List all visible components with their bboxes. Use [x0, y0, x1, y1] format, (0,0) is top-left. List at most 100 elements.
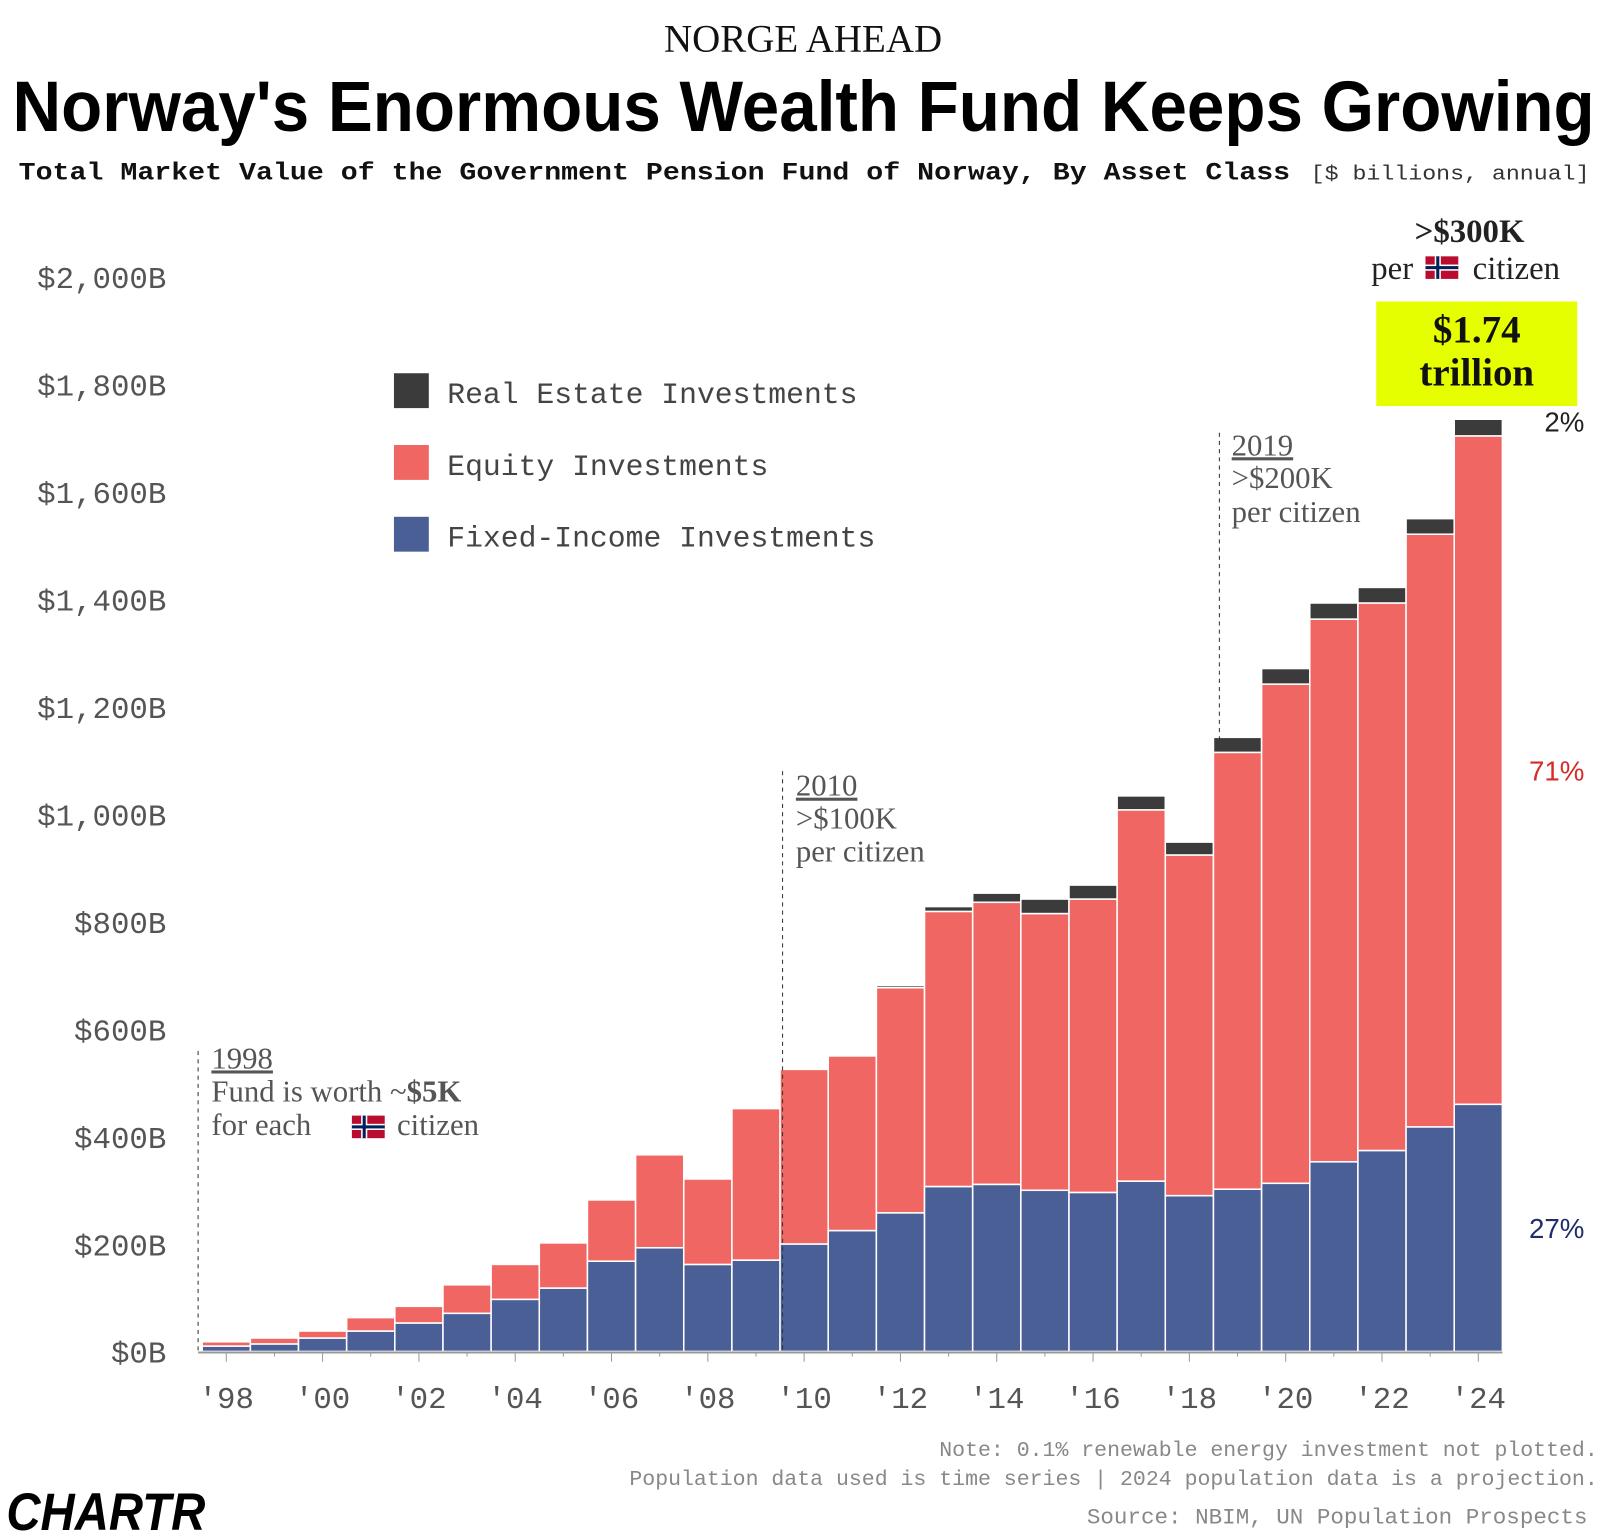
annotation-2019: 2019 >$200K per citizen [1218, 428, 1361, 744]
bar-segment [731, 1259, 781, 1353]
bar-segment [201, 1345, 252, 1353]
bar-segment [538, 1287, 589, 1353]
highlight-text: $1.74 [1433, 308, 1521, 351]
highlight-box [1376, 301, 1578, 407]
bar-segment [394, 1305, 444, 1324]
bar-segment [827, 1055, 878, 1232]
share-label: 71% [1529, 755, 1584, 786]
legend-swatch [393, 373, 429, 409]
bar-segment [297, 1337, 348, 1353]
bar-segment [1453, 1103, 1504, 1353]
logo: CHARTR [6, 1483, 205, 1535]
y-tick-label: $2,000B [37, 263, 166, 298]
annotation-text: >$100K [796, 802, 897, 836]
subtitle: Total Market Value of the Government Pen… [19, 160, 1290, 187]
plot-area: $0B $200B $400B $600B $800B $1,000B $1,200B $1,… [37, 263, 1584, 1418]
bar-segment [1212, 1188, 1263, 1353]
bar-segment [923, 1185, 974, 1353]
bar-segment [1068, 884, 1118, 900]
bar-segment [1405, 1126, 1456, 1353]
annotation-1998: 1998 Fund is worth ~$5K for each citizen [197, 1041, 479, 1352]
annotation-year: 1998 [211, 1041, 273, 1075]
bar-segment [1020, 1189, 1070, 1353]
bar-segment [1405, 533, 1456, 1128]
y-tick-label: $1,000B [37, 800, 166, 835]
bar-segment [779, 1243, 829, 1353]
bar-segment [1164, 841, 1215, 856]
bar-segment [827, 1229, 878, 1353]
bar-segment [971, 901, 1022, 1186]
y-tick-label: $1,400B [37, 586, 166, 621]
bar-segment [538, 1242, 589, 1289]
bar-segment [586, 1260, 637, 1353]
bar-segment [1357, 1149, 1407, 1353]
bar-segment [345, 1316, 396, 1332]
bar-segment [779, 1068, 829, 1245]
bar-segment [586, 1199, 637, 1262]
bar-segment [1260, 683, 1311, 1185]
bar-segment [1357, 602, 1407, 1152]
y-tick-label: $200B [74, 1230, 166, 1265]
subtitle-unit: [$ billions, annual] [1311, 163, 1590, 186]
x-tick-label: '14 [969, 1383, 1024, 1418]
x-tick-label: '16 [1065, 1383, 1120, 1418]
bar-segment [1116, 1180, 1167, 1353]
annotation-text: $5K [407, 1074, 462, 1108]
bar-segment [1068, 1191, 1118, 1353]
top-note-text: per [1371, 251, 1413, 287]
x-tick-label: '10 [776, 1383, 831, 1418]
bar-segment [1308, 602, 1359, 620]
bar-segment [1357, 586, 1407, 604]
bar-segment [1116, 795, 1167, 811]
y-tick-label: $400B [74, 1123, 166, 1158]
bar-segment [345, 1330, 396, 1353]
y-tick-label: $1,200B [37, 693, 166, 728]
legend-label: Real Estate Investments [447, 378, 857, 412]
bar-segment [1116, 809, 1167, 1182]
bar-segment [1405, 517, 1456, 535]
x-tick-label: '12 [873, 1383, 928, 1418]
annotation-text: per citizen [796, 834, 925, 868]
legend-label: Fixed-Income Investments [447, 522, 875, 556]
bar-segment [1068, 898, 1118, 1194]
bar-segment [1212, 736, 1263, 754]
x-tick-label: '02 [391, 1383, 446, 1418]
annotation-text: for each [211, 1108, 311, 1142]
kicker: NORGE AHEAD [664, 17, 942, 60]
x-tick-label: '08 [680, 1383, 735, 1418]
bar-segment [875, 984, 926, 989]
bar-segment [1164, 854, 1215, 1197]
y-tick-label: $600B [74, 1015, 166, 1050]
bar-segment [1020, 912, 1070, 1192]
top-note-amount: >$300K [1415, 214, 1525, 250]
note: Note: 0.1% renewable energy investment n… [939, 1439, 1598, 1463]
top-note: >$300K per citizen $1.74 trillion [1371, 214, 1578, 407]
bar-segment [1212, 751, 1263, 1190]
y-tick-label: $0B [111, 1338, 166, 1373]
bar-segment [490, 1263, 541, 1301]
bar-segment [1260, 667, 1311, 685]
x-tick-label: '20 [1258, 1383, 1313, 1418]
legend-label: Equity Investments [447, 450, 768, 484]
bar-segment [249, 1343, 300, 1353]
x-tick-label: '00 [295, 1383, 350, 1418]
annotation-text: per citizen [1232, 495, 1361, 529]
bar-segment [201, 1341, 252, 1347]
note: Population data used is time series | 20… [629, 1468, 1597, 1492]
bar-segment [875, 1212, 926, 1353]
top-note-text: citizen [1473, 251, 1560, 287]
bar-segment [490, 1298, 541, 1353]
bar-segment [971, 892, 1022, 904]
source: Source: NBIM, UN Population Prospects [1087, 1505, 1588, 1531]
bar-segment [875, 986, 926, 1214]
x-tick-label: '04 [488, 1383, 543, 1418]
bar-segment [682, 1178, 733, 1266]
bar-segment [1308, 618, 1359, 1163]
legend-swatch [393, 445, 429, 480]
flag-icon [351, 1115, 385, 1139]
bar-segment [731, 1107, 781, 1261]
bar-segment [923, 905, 974, 913]
x-tick-label: '18 [1162, 1383, 1217, 1418]
x-tick-label: '22 [1354, 1383, 1409, 1418]
